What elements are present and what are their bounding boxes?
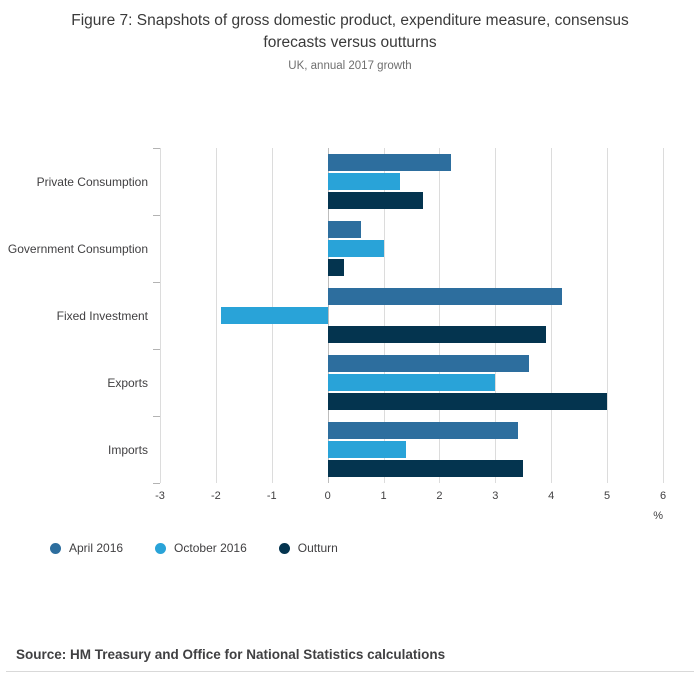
bar-outturn (327, 259, 345, 276)
x-tick-label: 2 (436, 490, 443, 502)
category-label: Fixed Investment (56, 308, 148, 323)
x-tick-label: 6 (659, 490, 667, 502)
legend-label: April 2016 (69, 541, 124, 555)
y-tick-mark (153, 215, 160, 216)
category-label: Private Consumption (36, 174, 148, 189)
legend-label: Outturn (297, 541, 338, 555)
y-axis-ticks (153, 148, 160, 484)
x-tick-label: 4 (548, 490, 555, 502)
chart-subtitle: UK, annual 2017 growth (288, 60, 412, 72)
category-label: Imports (107, 442, 148, 457)
bar-april-2016 (327, 221, 362, 238)
y-tick-mark (153, 483, 160, 484)
gridline (607, 148, 609, 483)
bar-october-2016 (327, 374, 496, 391)
bar-outturn (327, 192, 423, 209)
y-tick-mark (153, 416, 160, 417)
gridline (383, 148, 385, 483)
legend-swatch-icon (155, 542, 167, 554)
legend-item: April 2016 (50, 541, 123, 555)
plot-area (160, 148, 664, 483)
legend: April 2016 October 2016 Outturn (50, 541, 338, 555)
category-label: Exports (107, 375, 148, 390)
x-tick-label: -2 (210, 490, 221, 502)
x-axis-unit-label: % (653, 510, 663, 522)
gridline (663, 148, 664, 483)
bar-october-2016 (327, 240, 384, 257)
gridline (439, 148, 441, 483)
x-tick-label: 5 (604, 490, 611, 502)
x-tick-label: 1 (380, 490, 387, 502)
x-tick-label: 3 (492, 490, 499, 502)
legend-swatch-icon (50, 542, 61, 554)
bar-april-2016 (327, 422, 518, 439)
bar-october-2016 (221, 307, 328, 324)
legend-item: October 2016 (155, 541, 247, 555)
legend-swatch-icon (278, 542, 290, 554)
gridline (160, 148, 161, 483)
gridline (495, 148, 497, 483)
bar-april-2016 (327, 154, 451, 171)
x-tick-label: -1 (266, 490, 277, 502)
category-labels: Private Consumption Government Consumptio… (0, 148, 148, 483)
chart-title: Figure 7: Snapshots of gross domestic pr… (71, 12, 629, 51)
legend-item: Outturn (278, 541, 338, 555)
x-axis: -3 -2 -1 0 1 2 3 4 5 6 (155, 490, 667, 504)
gridline (215, 148, 217, 483)
x-tick-label: 0 (324, 490, 331, 502)
x-tick-label: -3 (155, 490, 165, 502)
legend-label: October 2016 (174, 541, 247, 555)
gridline (551, 148, 553, 483)
bar-outturn (327, 460, 524, 477)
bottom-divider (6, 671, 694, 672)
y-tick-mark (153, 148, 160, 149)
bar-april-2016 (327, 355, 529, 372)
gridline (327, 148, 329, 483)
y-tick-mark (153, 349, 160, 350)
bar-outturn (327, 393, 608, 410)
bar-october-2016 (327, 441, 406, 458)
source-note: Source: HM Treasury and Office for Natio… (16, 647, 446, 662)
bar-october-2016 (327, 173, 401, 190)
category-label: Government Consumption (7, 241, 148, 256)
y-tick-mark (153, 282, 160, 283)
bar-outturn (327, 326, 546, 343)
bar-april-2016 (327, 288, 563, 305)
